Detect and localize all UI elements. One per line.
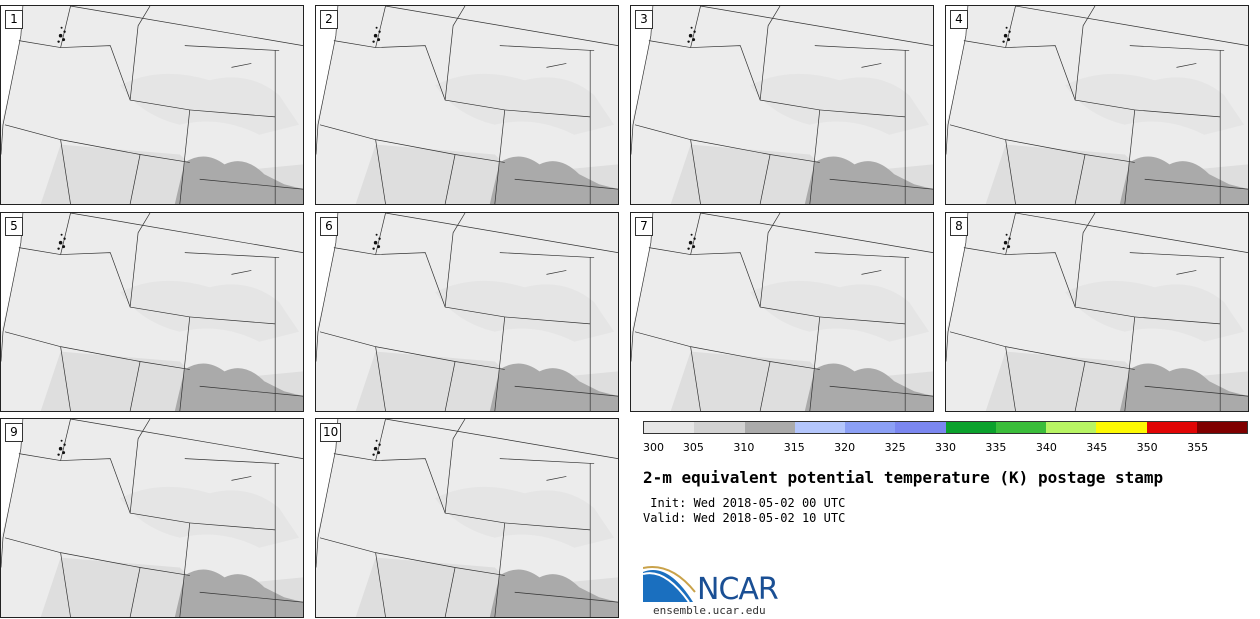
colorbar bbox=[643, 421, 1248, 434]
colorbar-tick-label: 310 bbox=[733, 441, 755, 454]
colorbar-segment bbox=[1146, 422, 1197, 433]
colorbar-tick-label: 300 bbox=[643, 441, 664, 454]
init-time: Init: Wed 2018-05-02 00 UTC bbox=[643, 496, 846, 510]
colorbar-tick-label: 335 bbox=[985, 441, 1007, 454]
panel-number-label: 4 bbox=[950, 10, 968, 29]
map-title: 2-m equivalent potential temperature (K)… bbox=[643, 468, 1164, 487]
map-panel: 4 bbox=[945, 5, 1249, 205]
map-panel: 8 bbox=[945, 212, 1249, 412]
colorbar-segment bbox=[945, 422, 996, 433]
map-panel: 5 bbox=[0, 212, 304, 412]
colorbar-tick-label: 350 bbox=[1136, 441, 1158, 454]
colorbar-segment bbox=[794, 422, 845, 433]
panel-number-label: 5 bbox=[5, 217, 23, 236]
colorbar-segment bbox=[694, 422, 745, 433]
panel-number-label: 8 bbox=[950, 217, 968, 236]
valid-time: Valid: Wed 2018-05-02 10 UTC bbox=[643, 511, 846, 525]
logo-text: NCAR bbox=[697, 572, 779, 607]
map-panel: 10 bbox=[315, 418, 619, 618]
colorbar-tick-label: 325 bbox=[884, 441, 906, 454]
colorbar-tick-label: 340 bbox=[1035, 441, 1057, 454]
colorbar-tick-label: 355 bbox=[1187, 441, 1209, 454]
panel-number-label: 3 bbox=[635, 10, 653, 29]
map-panel: 9 bbox=[0, 418, 304, 618]
panel-number-label: 2 bbox=[320, 10, 338, 29]
map-panel: 1 bbox=[0, 5, 304, 205]
colorbar-segment bbox=[995, 422, 1046, 433]
colorbar-segment bbox=[644, 422, 695, 433]
panel-number-label: 1 bbox=[5, 10, 23, 29]
panel-number-label: 10 bbox=[320, 423, 342, 442]
colorbar-tick-label: 320 bbox=[834, 441, 856, 454]
logo-url: ensemble.ucar.edu bbox=[653, 604, 766, 617]
map-panel: 2 bbox=[315, 5, 619, 205]
colorbar-segment bbox=[1096, 422, 1147, 433]
map-panel: 3 bbox=[630, 5, 934, 205]
colorbar-ticks: 300 305 310 315 320 325 330 335 340 345 350 355 bbox=[643, 441, 1248, 455]
colorbar-tick-label: 345 bbox=[1086, 441, 1108, 454]
colorbar-tick-label: 315 bbox=[783, 441, 805, 454]
panel-number-label: 7 bbox=[635, 217, 653, 236]
map-panel: 7 bbox=[630, 212, 934, 412]
colorbar-tick-label: 305 bbox=[682, 441, 704, 454]
panel-number-label: 6 bbox=[320, 217, 338, 236]
colorbar-segment bbox=[1196, 422, 1247, 433]
ncar-logo-icon bbox=[643, 566, 696, 603]
colorbar-segment bbox=[845, 422, 896, 433]
map-panel: 6 bbox=[315, 212, 619, 412]
colorbar-segment bbox=[1046, 422, 1097, 433]
colorbar-segment bbox=[895, 422, 946, 433]
colorbar-segment bbox=[744, 422, 795, 433]
panel-number-label: 9 bbox=[5, 423, 23, 442]
colorbar-tick-label: 330 bbox=[935, 441, 956, 454]
